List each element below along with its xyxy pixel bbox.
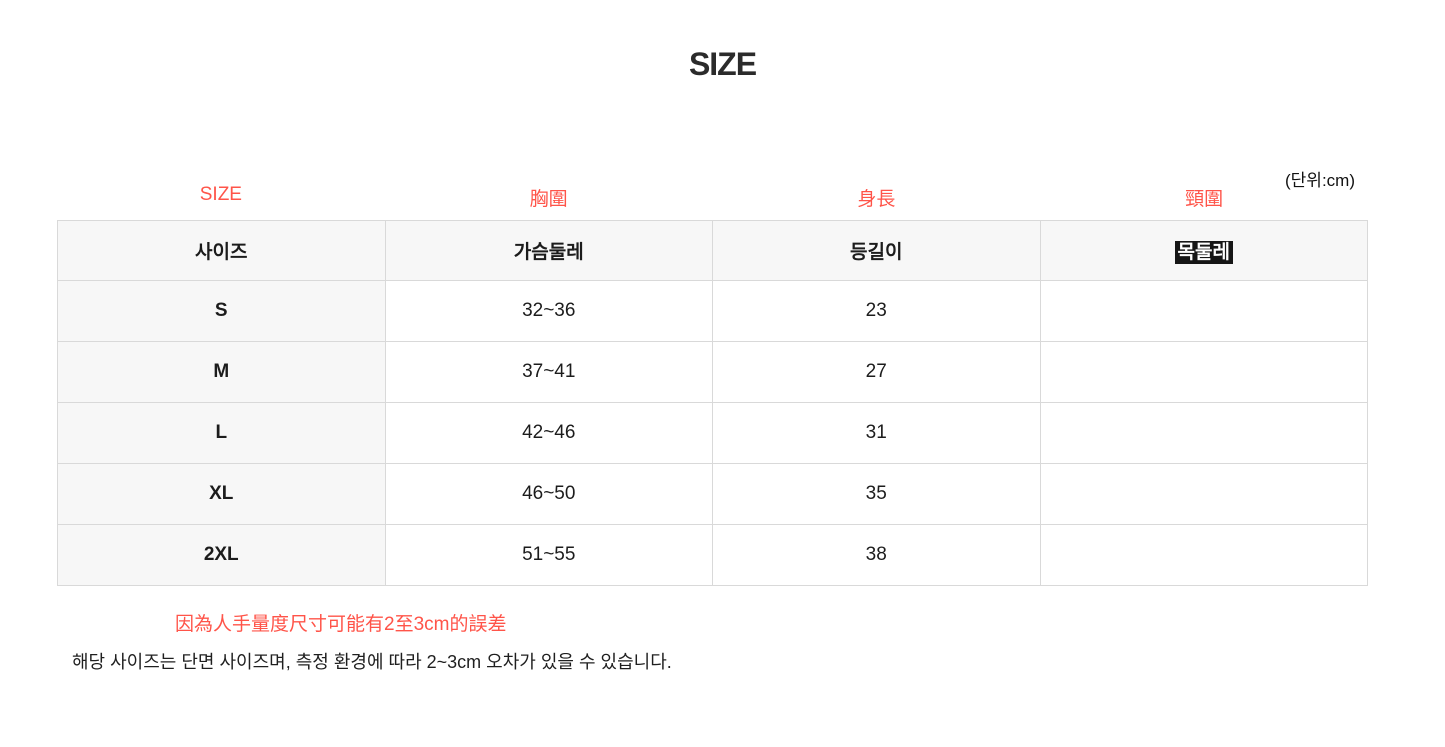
red-label-chest: 胸圍 — [529, 189, 568, 210]
cell-length: 31 — [712, 402, 1041, 464]
cell-neck — [1039, 463, 1368, 525]
unit-note: (단위:cm) — [1285, 171, 1355, 190]
size-chart-section: SIZE (단위:cm) SIZE 胸圍 身長 頸圍 사이즈 가슴둘레 등길이 … — [0, 46, 1445, 674]
note-measurement-tolerance-ko: 해당 사이즈는 단면 사이즈며, 측정 환경에 따라 2~3cm 오차가 있을 … — [72, 652, 672, 672]
header-size: 사이즈 — [57, 220, 386, 281]
cell-size: XL — [57, 463, 386, 525]
cell-size: S — [57, 280, 386, 342]
table-row: S 32~36 23 — [57, 280, 1368, 342]
cell-chest: 32~36 — [384, 280, 713, 342]
cell-neck — [1039, 524, 1368, 586]
cell-chest: 46~50 — [384, 463, 713, 525]
cell-length: 27 — [712, 341, 1041, 403]
red-label-length: 身長 — [857, 189, 896, 210]
cell-neck — [1039, 280, 1368, 342]
size-table: 사이즈 가슴둘레 등길이 목둘레 S 32~36 23 M 37~41 27 — [57, 220, 1368, 586]
cell-length: 38 — [712, 524, 1041, 586]
cell-size: 2XL — [57, 524, 386, 586]
header-chest: 가슴둘레 — [384, 220, 713, 281]
cell-size: L — [57, 402, 386, 464]
table-row: 2XL 51~55 38 — [57, 524, 1368, 586]
page-title: SIZE — [688, 46, 757, 82]
table-row: M 37~41 27 — [57, 341, 1368, 403]
cell-chest: 37~41 — [384, 341, 713, 403]
note-measurement-tolerance-zh: 因為人手量度尺寸可能有2至3cm的誤差 — [175, 614, 507, 635]
table-row: XL 46~50 35 — [57, 463, 1368, 525]
table-header-row: 사이즈 가슴둘레 등길이 목둘레 — [57, 220, 1368, 281]
cell-length: 35 — [712, 463, 1041, 525]
cell-neck — [1039, 341, 1368, 403]
cell-chest: 42~46 — [384, 402, 713, 464]
table-row: L 42~46 31 — [57, 402, 1368, 464]
cell-size: M — [57, 341, 386, 403]
size-table-area: (단위:cm) SIZE 胸圍 身長 頸圍 사이즈 가슴둘레 등길이 목둘레 S… — [57, 171, 1368, 586]
cell-length: 23 — [712, 280, 1041, 342]
highlighted-header-text: 목둘레 — [1174, 241, 1233, 264]
cell-chest: 51~55 — [384, 524, 713, 586]
header-neck: 목둘레 — [1039, 220, 1368, 281]
cell-neck — [1039, 402, 1368, 464]
red-label-size: SIZE — [199, 184, 242, 205]
size-notes: 因為人手量度尺寸可能有2至3cm的誤差 해당 사이즈는 단면 사이즈며, 측정 … — [57, 609, 1445, 674]
header-length: 등길이 — [712, 220, 1041, 281]
red-label-neck: 頸圍 — [1185, 189, 1224, 210]
red-label-row: SIZE 胸圍 身長 頸圍 — [57, 184, 1368, 211]
